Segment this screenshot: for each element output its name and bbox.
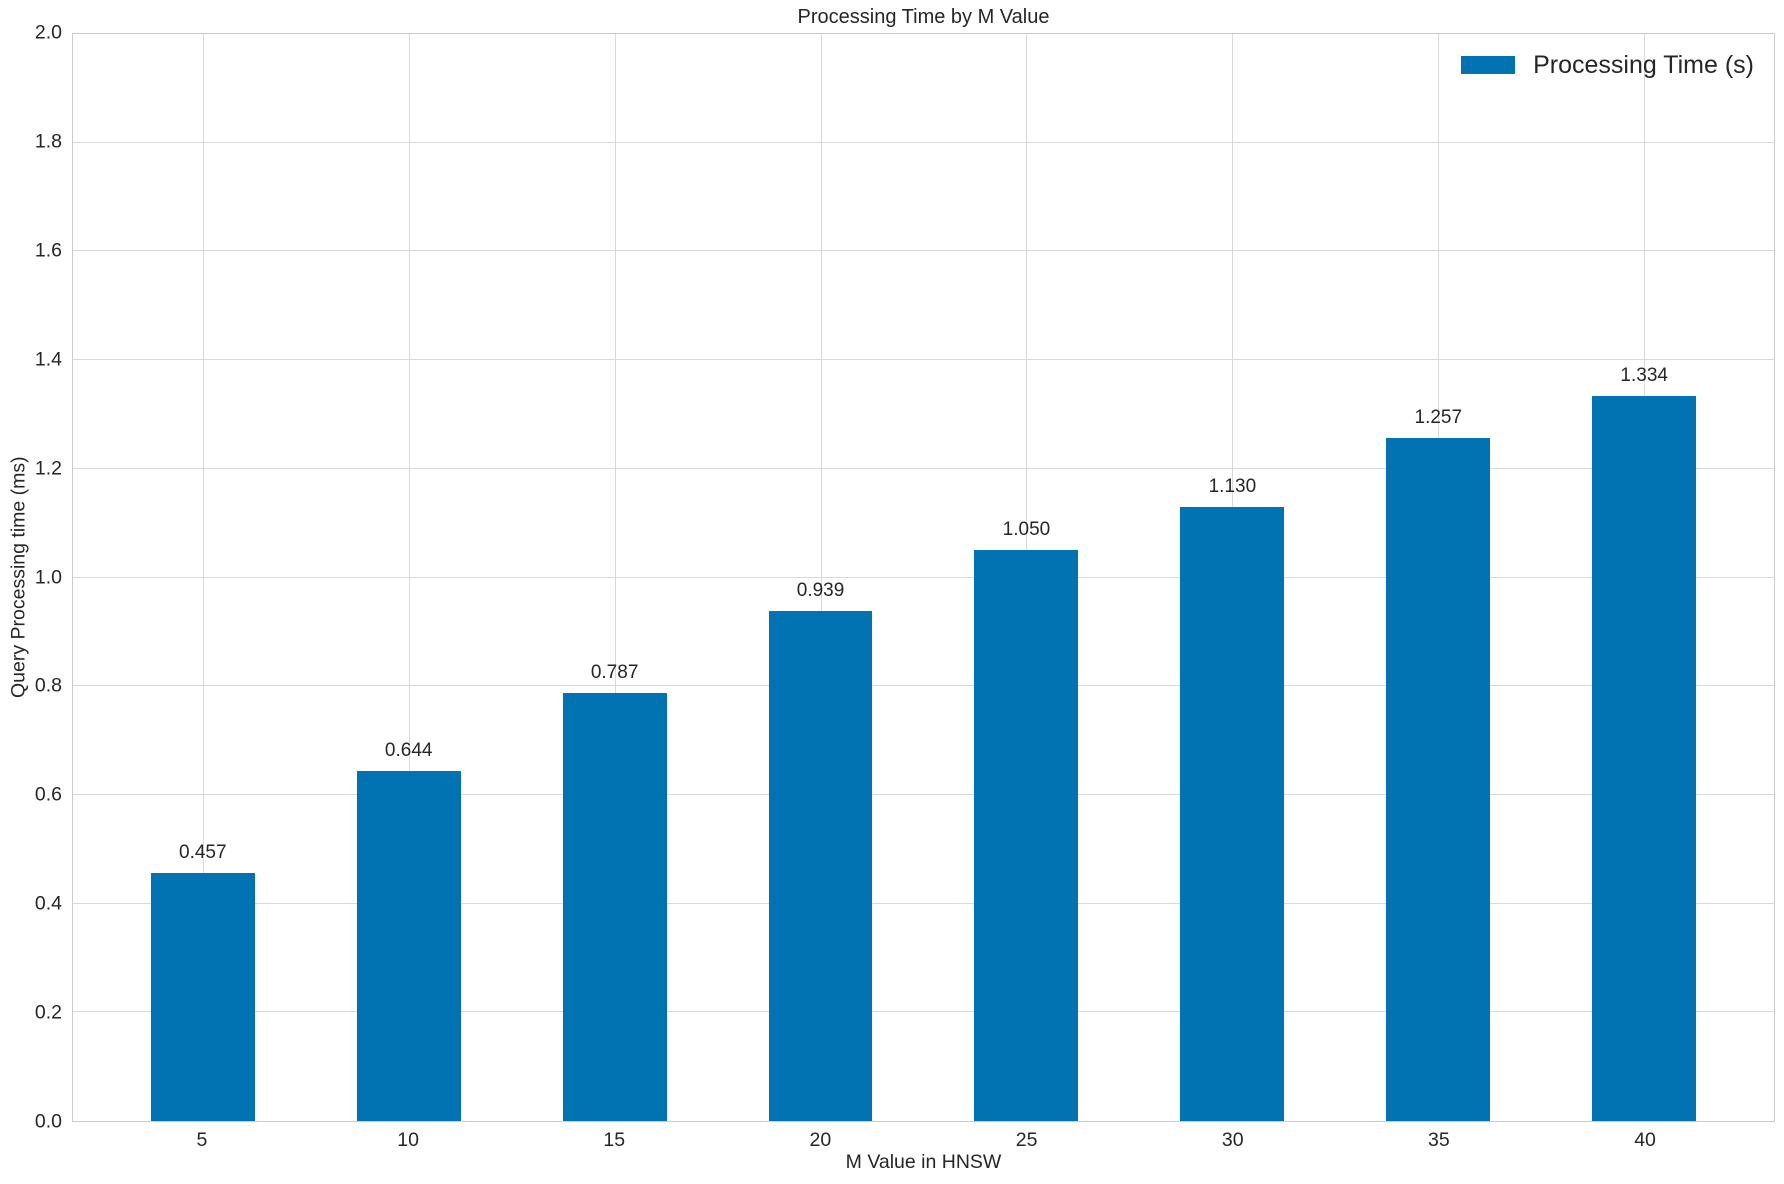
bar-value-label: 1.257 <box>1414 406 1463 428</box>
x-tick-label: 20 <box>809 1129 832 1151</box>
bar <box>1592 395 1697 1121</box>
x-axis-label: M Value in HNSW <box>845 1151 1002 1173</box>
legend-swatch-icon <box>1461 56 1516 74</box>
x-tick-label: 40 <box>1634 1129 1656 1151</box>
bar <box>768 610 873 1121</box>
h-gridline <box>73 141 1774 143</box>
bar-value-label: 1.334 <box>1620 364 1668 386</box>
y-tick-label: 0.4 <box>34 892 62 915</box>
bar <box>974 550 1079 1121</box>
x-tick-label: 30 <box>1221 1129 1244 1151</box>
bar-value-label: 1.050 <box>1002 519 1051 541</box>
legend-label: Processing Time (s) <box>1533 51 1754 79</box>
y-tick-label: 0.6 <box>34 783 62 806</box>
y-tick-label: 1.4 <box>34 348 62 371</box>
y-tick-label: 0.8 <box>34 674 62 697</box>
plot-area: 0.457 0.644 0.787 0.939 1.050 1.130 1.257 1.334… <box>72 33 1775 1122</box>
v-gridline <box>408 34 410 1121</box>
y-tick-label: 2.0 <box>34 21 62 44</box>
x-tick-label: 15 <box>603 1129 626 1151</box>
bar-value-label: 0.644 <box>384 740 433 761</box>
chart-title: Processing Time by M Value <box>797 6 1050 28</box>
bar <box>356 771 461 1121</box>
y-tick-label: 0.2 <box>34 1001 62 1024</box>
bar <box>150 872 255 1121</box>
y-tick-label: 1.2 <box>34 457 62 480</box>
x-tick-label: 25 <box>1015 1129 1038 1151</box>
bar <box>1180 506 1285 1121</box>
x-tick-label: 10 <box>397 1129 419 1151</box>
bars-layer: 0.457 0.644 0.787 0.939 1.050 1.130 1.257 1.334 <box>73 34 1774 1121</box>
h-gridline <box>73 576 1774 578</box>
bar <box>562 693 667 1121</box>
y-tick-label: 1.0 <box>34 566 62 588</box>
x-tick-label: 35 <box>1428 1129 1450 1151</box>
h-gridline <box>73 793 1774 795</box>
bar-value-label: 0.787 <box>590 662 639 684</box>
h-gridline <box>73 359 1774 361</box>
y-tick-labels: 0.0 0.2 0.4 0.6 0.8 1.0 1.2 1.4 1.6 1.8 2.0 <box>0 22 62 1133</box>
h-gridline <box>73 250 1774 252</box>
v-gridline <box>820 34 822 1121</box>
bar-value-label: 0.939 <box>796 579 845 601</box>
x-tick-label: 5 <box>196 1129 208 1151</box>
v-gridline <box>202 34 204 1121</box>
h-gridline <box>73 685 1774 687</box>
h-gridline <box>73 1011 1774 1013</box>
bar-value-label: 0.457 <box>179 841 227 863</box>
legend: Processing Time (s) <box>1461 50 1754 80</box>
y-tick-label: 1.8 <box>34 130 62 153</box>
v-gridline <box>614 34 616 1121</box>
y-tick-label: 0.0 <box>34 1110 62 1133</box>
bar <box>1386 437 1491 1121</box>
h-gridline <box>73 467 1774 469</box>
bar-value-label: 1.130 <box>1208 475 1257 497</box>
h-gridline <box>73 902 1774 904</box>
y-tick-label: 1.6 <box>34 239 62 262</box>
x-tick-labels: 5 10 15 20 25 30 35 40 <box>72 1122 1775 1154</box>
